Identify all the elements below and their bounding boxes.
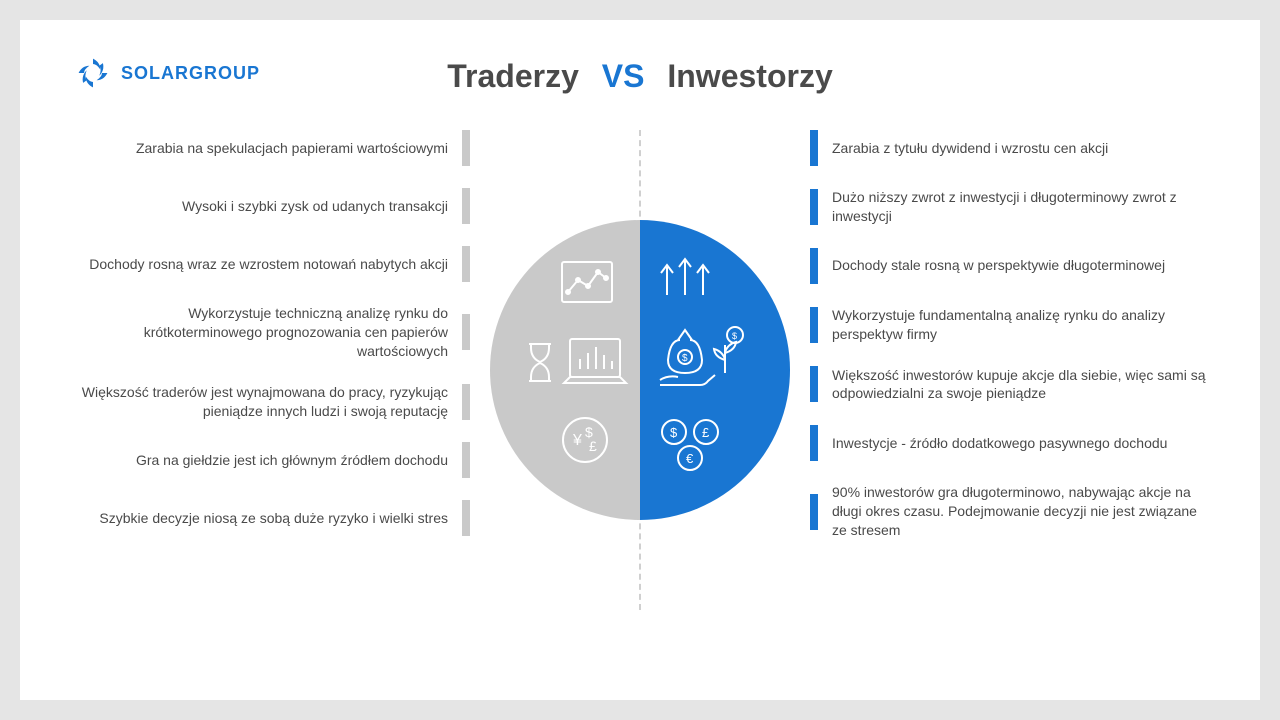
chart-line-icon (560, 260, 615, 305)
right-item-text: Zarabia z tytułu dywidend i wzrostu cen … (832, 139, 1108, 158)
left-item: Wysoki i szybki zysk od udanych transakc… (70, 188, 470, 224)
right-bar (810, 248, 818, 284)
left-bar (462, 500, 470, 536)
svg-text:$: $ (732, 331, 737, 341)
brand-logo: SOLARGROUP (75, 55, 260, 91)
right-item: Dużo niższy zwrot z inwestycji i długote… (810, 188, 1210, 226)
right-item: Wykorzystuje fundamentalną analizę rynku… (810, 306, 1210, 344)
svg-text:¥: ¥ (572, 432, 582, 449)
comparison-content: Zarabia na spekulacjach papierami wartoś… (60, 130, 1220, 670)
right-bar (810, 366, 818, 402)
infographic-card: SOLARGROUP Traderzy VS Inwestorzy Zarabi… (20, 20, 1260, 700)
right-item-text: Wykorzystuje fundamentalną analizę rynku… (832, 306, 1210, 344)
left-item: Gra na giełdzie jest ich głównym źródłem… (70, 442, 470, 478)
left-bar (462, 442, 470, 478)
right-item-text: 90% inwestorów gra długoterminowo, nabyw… (832, 483, 1210, 540)
right-item: Inwestycje - źródło dodatkowego pasywneg… (810, 425, 1210, 461)
svg-text:£: £ (589, 438, 597, 454)
laptop-chart-icon (560, 335, 630, 390)
title-vs: VS (602, 58, 645, 94)
svg-text:$: $ (682, 353, 688, 364)
left-bar (462, 314, 470, 350)
right-item: Dochody stale rosną w perspektywie długo… (810, 248, 1210, 284)
left-item-text: Wykorzystuje techniczną analizę rynku do… (70, 304, 448, 361)
left-item-text: Wysoki i szybki zysk od udanych transakc… (182, 197, 448, 216)
right-bar (810, 307, 818, 343)
title-right: Inwestorzy (667, 58, 832, 94)
left-column: Zarabia na spekulacjach papierami wartoś… (70, 130, 470, 536)
left-item: Wykorzystuje techniczną analizę rynku do… (70, 304, 470, 361)
left-bar (462, 384, 470, 420)
left-item-text: Szybkie decyzje niosą ze sobą duże ryzyk… (99, 509, 448, 528)
right-item-text: Dochody stale rosną w perspektywie długo… (832, 256, 1165, 275)
currency-circles-icon: $ £ € (658, 418, 743, 473)
svg-text:$: $ (670, 425, 678, 440)
left-item: Dochody rosną wraz ze wzrostem notowań n… (70, 246, 470, 282)
left-item-text: Zarabia na spekulacjach papierami wartoś… (136, 139, 448, 158)
circle-right-half: $ $ $ £ € (640, 220, 790, 520)
left-item: Większość traderów jest wynajmowana do p… (70, 383, 470, 421)
left-item: Zarabia na spekulacjach papierami wartoś… (70, 130, 470, 166)
left-item: Szybkie decyzje niosą ze sobą duże ryzyk… (70, 500, 470, 536)
right-item: Większość inwestorów kupuje akcje dla si… (810, 366, 1210, 404)
brand-name: SOLARGROUP (121, 63, 260, 84)
right-item: 90% inwestorów gra długoterminowo, nabyw… (810, 483, 1210, 540)
right-item-text: Inwestycje - źródło dodatkowego pasywneg… (832, 434, 1167, 453)
right-bar (810, 494, 818, 530)
left-bar (462, 246, 470, 282)
right-bar (810, 189, 818, 225)
left-item-text: Dochody rosną wraz ze wzrostem notowań n… (89, 255, 448, 274)
right-bar (810, 130, 818, 166)
left-item-text: Większość traderów jest wynajmowana do p… (70, 383, 448, 421)
logo-icon (75, 55, 111, 91)
svg-text:£: £ (702, 425, 710, 440)
right-item-text: Większość inwestorów kupuje akcje dla si… (832, 366, 1210, 404)
currency-icon: ¥ $ £ (545, 415, 625, 465)
svg-text:€: € (686, 451, 694, 466)
circle-left-half: ¥ $ £ (490, 220, 640, 520)
center-graphic: ¥ $ £ (470, 130, 810, 610)
right-item: Zarabia z tytułu dywidend i wzrostu cen … (810, 130, 1210, 166)
left-bar (462, 130, 470, 166)
title-left: Traderzy (447, 58, 579, 94)
hourglass-icon (525, 340, 555, 385)
right-bar (810, 425, 818, 461)
growth-icon: $ $ (650, 315, 760, 400)
right-item-text: Dużo niższy zwrot z inwestycji i długote… (832, 188, 1210, 226)
left-bar (462, 188, 470, 224)
split-circle: ¥ $ £ (490, 220, 790, 520)
right-column: Zarabia z tytułu dywidend i wzrostu cen … (810, 130, 1210, 540)
arrows-up-icon (655, 255, 715, 300)
left-item-text: Gra na giełdzie jest ich głównym źródłem… (136, 451, 448, 470)
